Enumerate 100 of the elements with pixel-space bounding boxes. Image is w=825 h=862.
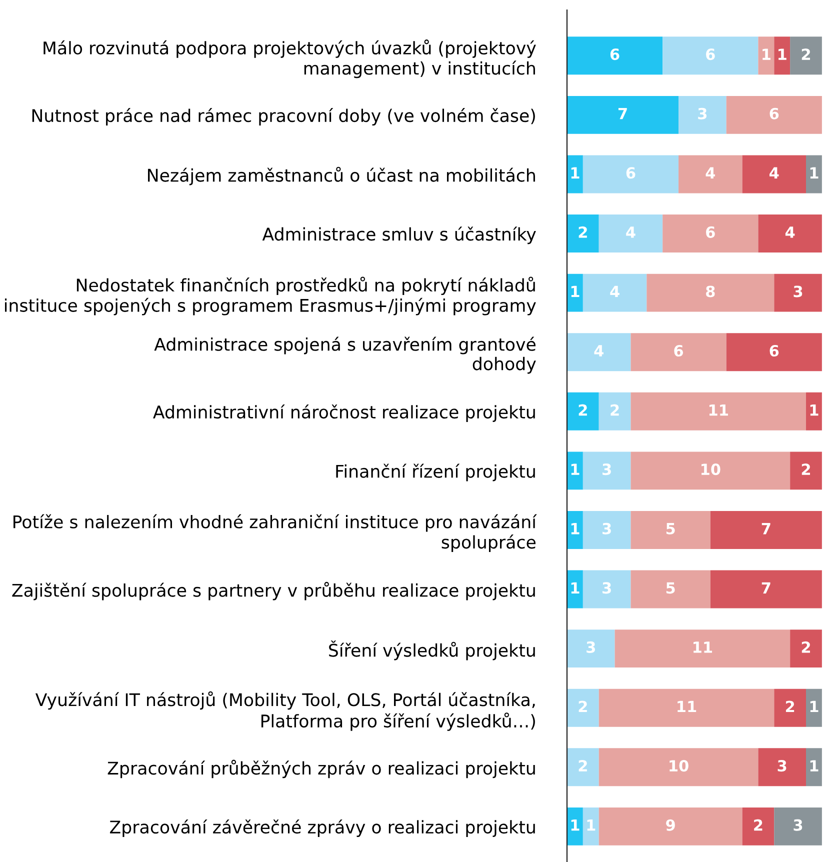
data-label: 7: [762, 523, 770, 534]
bar: [598, 688, 774, 727]
bar: [758, 214, 822, 252]
bar: [742, 807, 774, 846]
bar: [806, 155, 822, 194]
bar: [630, 570, 710, 608]
bar: [582, 274, 647, 312]
data-label: 7: [762, 582, 770, 594]
data-label: 6: [610, 48, 620, 60]
bar: [567, 333, 631, 372]
bar: [598, 748, 758, 786]
data-label: 1: [810, 404, 818, 416]
bar: [726, 96, 822, 134]
data-label: 4: [594, 345, 604, 356]
data-label: 2: [578, 700, 587, 712]
bar: [567, 688, 599, 727]
bar: [582, 155, 679, 194]
data-label: 9: [666, 819, 675, 831]
bar: [662, 36, 758, 75]
bar: [598, 392, 631, 430]
data-label: 10: [670, 760, 688, 772]
bar: [582, 452, 631, 490]
data-label: 1: [571, 820, 580, 831]
bar: [614, 630, 790, 668]
data-label: 6: [770, 344, 779, 357]
bar: [646, 274, 774, 312]
data-label: 2: [578, 226, 587, 238]
data-label: 2: [786, 700, 794, 712]
data-label: 2: [802, 641, 810, 653]
data-label: 1: [778, 48, 786, 60]
bar: [758, 748, 806, 786]
bar: [790, 630, 822, 668]
data-label: 1: [587, 820, 596, 831]
data-label: 1: [571, 582, 580, 594]
y-tick-label: Potíže s nalezením vhodné zahraniční instituce pro navázání spolupráce: [14, 514, 537, 552]
data-label: 4: [785, 226, 795, 238]
y-tick-label: Zajištění spolupráce s partnery v průběhu realizace projektu: [12, 582, 535, 600]
y-tick-label: Nezájem zaměstnanců o účast na mobilitách: [148, 166, 535, 186]
data-label: 5: [666, 582, 675, 594]
bar: [567, 214, 599, 252]
y-tick-label: Administrativní náročnost realizace projektu: [153, 404, 535, 422]
bar: [598, 214, 663, 252]
bar: [630, 511, 710, 549]
data-label: 11: [709, 404, 728, 416]
y-tick-label: Finanční řízení projektu: [336, 464, 535, 482]
bar: [774, 36, 790, 75]
data-label: 3: [602, 464, 611, 476]
data-label: 3: [794, 286, 802, 298]
data-label: 2: [802, 464, 810, 475]
y-tick-label: Využívání IT nástrojů (Mobility Tool, OLS, Portál účastníka, Platforma pro šíření výsledků…): [35, 691, 535, 731]
bar: [710, 511, 822, 549]
bar: [567, 807, 583, 846]
y-tick-label: Nedostatek finančních prostředků na pokrytí nákladů instituce spojených s programem Erasmus+/jinými programy: [5, 276, 536, 316]
bar: [567, 36, 663, 75]
data-label: 11: [694, 642, 712, 653]
bar: [567, 392, 599, 430]
data-label: 4: [626, 226, 636, 238]
data-label: 1: [571, 464, 580, 475]
bar: [582, 511, 631, 549]
data-label: 2: [802, 48, 810, 60]
data-label: 1: [762, 48, 770, 60]
data-label: 6: [706, 48, 715, 60]
bar: [742, 155, 806, 194]
data-label: 2: [578, 404, 587, 416]
y-tick-label: Administrace smluv s účastníky: [262, 226, 536, 244]
data-label: 8: [706, 286, 715, 298]
bar: [774, 688, 806, 727]
data-label: 10: [702, 464, 720, 476]
data-label: 3: [586, 641, 595, 653]
y-tick-label: Zpracování závěrečné zprávy o realizaci projektu: [110, 819, 535, 837]
data-label: 4: [610, 286, 620, 298]
bar: [662, 214, 758, 252]
bar: [567, 748, 599, 786]
bar: [582, 807, 599, 846]
bar: [567, 630, 615, 668]
data-label: 6: [706, 226, 715, 238]
bar: [790, 36, 822, 75]
bar: [710, 570, 822, 608]
bar: [567, 511, 583, 549]
data-label: 2: [578, 760, 587, 772]
data-label: 2: [754, 819, 762, 831]
bar: [630, 333, 726, 372]
data-label: 3: [794, 819, 802, 831]
bar: [630, 452, 790, 490]
bar: [678, 155, 742, 194]
data-label: 7: [618, 108, 627, 120]
data-label: 6: [674, 344, 684, 357]
bar: [774, 274, 822, 312]
bar: [806, 688, 822, 727]
data-label: 4: [770, 167, 779, 178]
bar: [678, 96, 726, 134]
bar: [582, 570, 631, 608]
bar: [790, 452, 822, 490]
bar: [774, 807, 822, 846]
bar: [726, 333, 822, 372]
data-label: 1: [571, 167, 580, 178]
bar: [567, 452, 583, 490]
bar: [806, 748, 822, 786]
data-label: 6: [626, 167, 636, 179]
bar: [598, 807, 742, 846]
